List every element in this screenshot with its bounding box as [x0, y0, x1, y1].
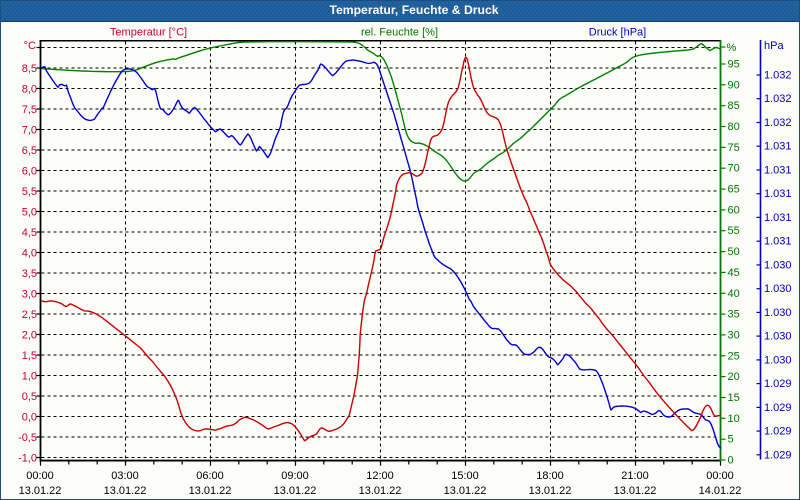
svg-text:50: 50 — [728, 246, 740, 258]
svg-text:13.01.22: 13.01.22 — [104, 485, 147, 497]
svg-text:6,5: 6,5 — [22, 145, 37, 157]
svg-text:10: 10 — [728, 413, 740, 425]
svg-text:-0,5: -0,5 — [18, 432, 37, 444]
svg-text:5,0: 5,0 — [22, 207, 37, 219]
svg-text:45: 45 — [728, 267, 740, 279]
svg-text:0,5: 0,5 — [22, 391, 37, 403]
svg-text:1.032: 1.032 — [764, 93, 792, 105]
svg-text:°C: °C — [24, 40, 36, 52]
svg-text:1.029: 1.029 — [764, 402, 792, 414]
svg-text:40: 40 — [728, 288, 740, 300]
svg-text:13.01.22: 13.01.22 — [274, 485, 317, 497]
svg-text:1,5: 1,5 — [22, 350, 37, 362]
svg-text:1.029: 1.029 — [764, 378, 792, 390]
svg-text:8,0: 8,0 — [22, 84, 37, 96]
svg-text:8,5: 8,5 — [22, 63, 37, 75]
svg-text:1.032: 1.032 — [764, 70, 792, 82]
svg-text:5,5: 5,5 — [22, 186, 37, 198]
svg-text:2,5: 2,5 — [22, 309, 37, 321]
svg-text:1.030: 1.030 — [764, 259, 792, 271]
svg-text:Druck [hPa]: Druck [hPa] — [589, 27, 646, 39]
svg-text:30: 30 — [728, 329, 740, 341]
svg-text:hPa: hPa — [764, 40, 784, 52]
svg-text:1.030: 1.030 — [764, 331, 792, 343]
svg-text:2,0: 2,0 — [22, 330, 37, 342]
svg-text:-1,0: -1,0 — [18, 453, 37, 465]
svg-text:18:00: 18:00 — [536, 470, 564, 482]
svg-text:13.01.22: 13.01.22 — [529, 485, 572, 497]
svg-text:20: 20 — [728, 371, 740, 383]
svg-text:13.01.22: 13.01.22 — [359, 485, 402, 497]
svg-text:60: 60 — [728, 204, 740, 216]
svg-text:1.031: 1.031 — [764, 141, 792, 153]
svg-text:1,0: 1,0 — [22, 371, 37, 383]
svg-text:4,0: 4,0 — [22, 248, 37, 260]
svg-text:13.01.22: 13.01.22 — [614, 485, 657, 497]
svg-text:1.030: 1.030 — [764, 283, 792, 295]
svg-text:00:00: 00:00 — [706, 470, 734, 482]
svg-text:95: 95 — [728, 59, 740, 71]
svg-text:%: % — [727, 42, 737, 54]
svg-text:rel. Feuchte [%]: rel. Feuchte [%] — [361, 27, 438, 39]
svg-text:55: 55 — [728, 225, 740, 237]
svg-text:70: 70 — [728, 163, 740, 175]
svg-text:7,5: 7,5 — [22, 104, 37, 116]
svg-text:5: 5 — [728, 434, 734, 446]
svg-text:1.030: 1.030 — [764, 354, 792, 366]
svg-text:80: 80 — [728, 121, 740, 133]
svg-text:90: 90 — [728, 79, 740, 91]
svg-text:75: 75 — [728, 142, 740, 154]
svg-text:15:00: 15:00 — [451, 470, 479, 482]
svg-text:00:00: 00:00 — [26, 470, 54, 482]
svg-text:3,5: 3,5 — [22, 268, 37, 280]
svg-text:7,0: 7,0 — [22, 125, 37, 137]
svg-text:1.031: 1.031 — [764, 165, 792, 177]
svg-text:09:00: 09:00 — [281, 470, 309, 482]
svg-text:65: 65 — [728, 184, 740, 196]
svg-text:1.031: 1.031 — [764, 188, 792, 200]
svg-text:14.01.22: 14.01.22 — [699, 485, 742, 497]
svg-text:1.030: 1.030 — [764, 307, 792, 319]
svg-text:35: 35 — [728, 309, 740, 321]
svg-text:15: 15 — [728, 392, 740, 404]
svg-text:1.029: 1.029 — [764, 449, 792, 461]
svg-text:12:00: 12:00 — [366, 470, 394, 482]
svg-text:13.01.22: 13.01.22 — [444, 485, 487, 497]
svg-text:4,5: 4,5 — [22, 227, 37, 239]
svg-text:0,0: 0,0 — [22, 412, 37, 424]
svg-text:25: 25 — [728, 350, 740, 362]
svg-text:13.01.22: 13.01.22 — [19, 485, 62, 497]
svg-text:85: 85 — [728, 100, 740, 112]
svg-text:1.031: 1.031 — [764, 212, 792, 224]
svg-text:3,0: 3,0 — [22, 289, 37, 301]
svg-text:Temperatur, Feuchte & Druck: Temperatur, Feuchte & Druck — [329, 3, 498, 17]
svg-text:03:00: 03:00 — [111, 470, 139, 482]
svg-text:1.032: 1.032 — [764, 117, 792, 129]
svg-text:06:00: 06:00 — [196, 470, 224, 482]
svg-text:Temperatur [°C]: Temperatur [°C] — [110, 27, 187, 39]
svg-text:13.01.22: 13.01.22 — [189, 485, 232, 497]
svg-text:6,0: 6,0 — [22, 166, 37, 178]
svg-text:1.031: 1.031 — [764, 236, 792, 248]
svg-text:0: 0 — [728, 455, 734, 467]
svg-text:1.029: 1.029 — [764, 426, 792, 438]
svg-text:21:00: 21:00 — [621, 470, 649, 482]
